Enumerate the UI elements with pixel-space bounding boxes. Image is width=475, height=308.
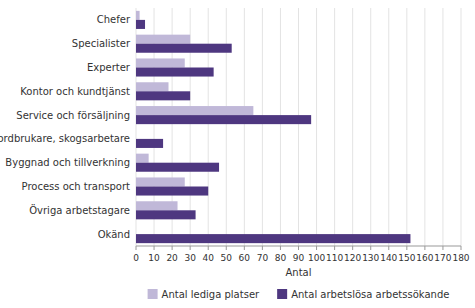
grid-line <box>442 8 443 246</box>
tick-label: 110 <box>326 253 343 263</box>
tick-mark <box>298 246 299 250</box>
chart: 0 10 20 30 40 50 60 70 80 90100110120130140150160… <box>0 0 475 308</box>
category-label: Okänd <box>98 229 130 240</box>
category-label: Experter <box>87 62 131 73</box>
bar <box>136 177 185 186</box>
bar <box>136 58 185 67</box>
bar <box>136 106 253 115</box>
tick-mark <box>424 246 425 250</box>
tick-label: 160 <box>416 253 433 263</box>
category-label: Process och transport <box>22 181 131 192</box>
tick-mark <box>190 246 191 250</box>
tick-label: 120 <box>344 253 361 263</box>
grid-line <box>280 8 281 246</box>
legend-label: Antal arbetslösa arbetssökande <box>291 289 449 300</box>
category-label: Kontor och kundtjänst <box>20 86 130 97</box>
tick-label: 30 <box>184 253 196 263</box>
bar <box>136 68 214 77</box>
grid <box>136 8 461 246</box>
tick-label: 10 <box>148 253 160 263</box>
grid-line <box>461 8 462 246</box>
bar <box>136 20 145 29</box>
category-label: Övriga arbetstagare <box>29 204 130 216</box>
bar <box>136 154 149 163</box>
legend-label: Antal lediga platser <box>162 289 260 300</box>
bar <box>136 201 178 210</box>
bar <box>136 82 169 91</box>
tick-label: 150 <box>398 253 415 263</box>
grid-line <box>316 8 317 246</box>
grid-line <box>244 8 245 246</box>
tick-label: 180 <box>452 253 469 263</box>
tick-mark <box>172 246 173 250</box>
tick-label: 170 <box>434 253 451 263</box>
tick-mark <box>461 246 462 250</box>
axis-title: Antal <box>285 267 311 278</box>
tick-mark <box>442 246 443 250</box>
tick-label: 80 <box>275 253 287 263</box>
bar <box>136 139 163 148</box>
tick-label: 20 <box>166 253 178 263</box>
legend-item: Antal lediga platser <box>148 289 260 300</box>
tick-label: 60 <box>239 253 251 263</box>
tick-mark <box>262 246 263 250</box>
tick-mark <box>316 246 317 250</box>
bar <box>136 44 232 53</box>
legend: Antal lediga platser Antal arbetslösa arb… <box>148 289 450 300</box>
tick-label: 140 <box>380 253 397 263</box>
grid-line <box>298 8 299 246</box>
bar <box>136 163 219 172</box>
grid-line <box>424 8 425 246</box>
bar <box>136 234 410 243</box>
bar <box>136 115 311 124</box>
bar <box>136 35 190 44</box>
x-axis <box>136 246 461 247</box>
tick-mark <box>226 246 227 250</box>
bar <box>136 187 208 196</box>
grid-line <box>334 8 335 246</box>
tick-mark <box>244 246 245 250</box>
tick-label: 50 <box>221 253 233 263</box>
grid-line <box>388 8 389 246</box>
category-label: Service och försäljning <box>16 110 130 121</box>
tick-mark <box>352 246 353 250</box>
category-label: Chefer <box>97 14 131 25</box>
tick-mark <box>154 246 155 250</box>
tick-mark <box>370 246 371 250</box>
bars <box>136 11 410 243</box>
tick-mark <box>334 246 335 250</box>
tick-mark <box>208 246 209 250</box>
bar <box>136 130 137 139</box>
tick-label: 40 <box>202 253 214 263</box>
grid-line <box>352 8 353 246</box>
tick-mark <box>280 246 281 250</box>
bar <box>136 91 190 100</box>
tick-mark <box>388 246 389 250</box>
legend-swatch <box>277 289 287 299</box>
bar <box>136 11 140 20</box>
legend-item: Antal arbetslösa arbetssökande <box>277 289 449 300</box>
bar <box>136 225 137 234</box>
tick-label: 90 <box>293 253 305 263</box>
tick-label: 0 <box>133 253 139 263</box>
tick-label: 100 <box>308 253 325 263</box>
grid-line <box>406 8 407 246</box>
tick-mark <box>136 246 137 250</box>
tick-label: 70 <box>257 253 269 263</box>
category-label: Byggnad och tillverkning <box>5 157 130 168</box>
tick-label: 130 <box>362 253 379 263</box>
grid-line <box>370 8 371 246</box>
legend-swatch <box>148 289 158 299</box>
bar <box>136 210 196 219</box>
tick-mark <box>406 246 407 250</box>
grid-line <box>262 8 263 246</box>
category-label: Specialister <box>72 38 131 49</box>
category-label: Jordbrukare, skogsarbetare <box>0 133 130 144</box>
